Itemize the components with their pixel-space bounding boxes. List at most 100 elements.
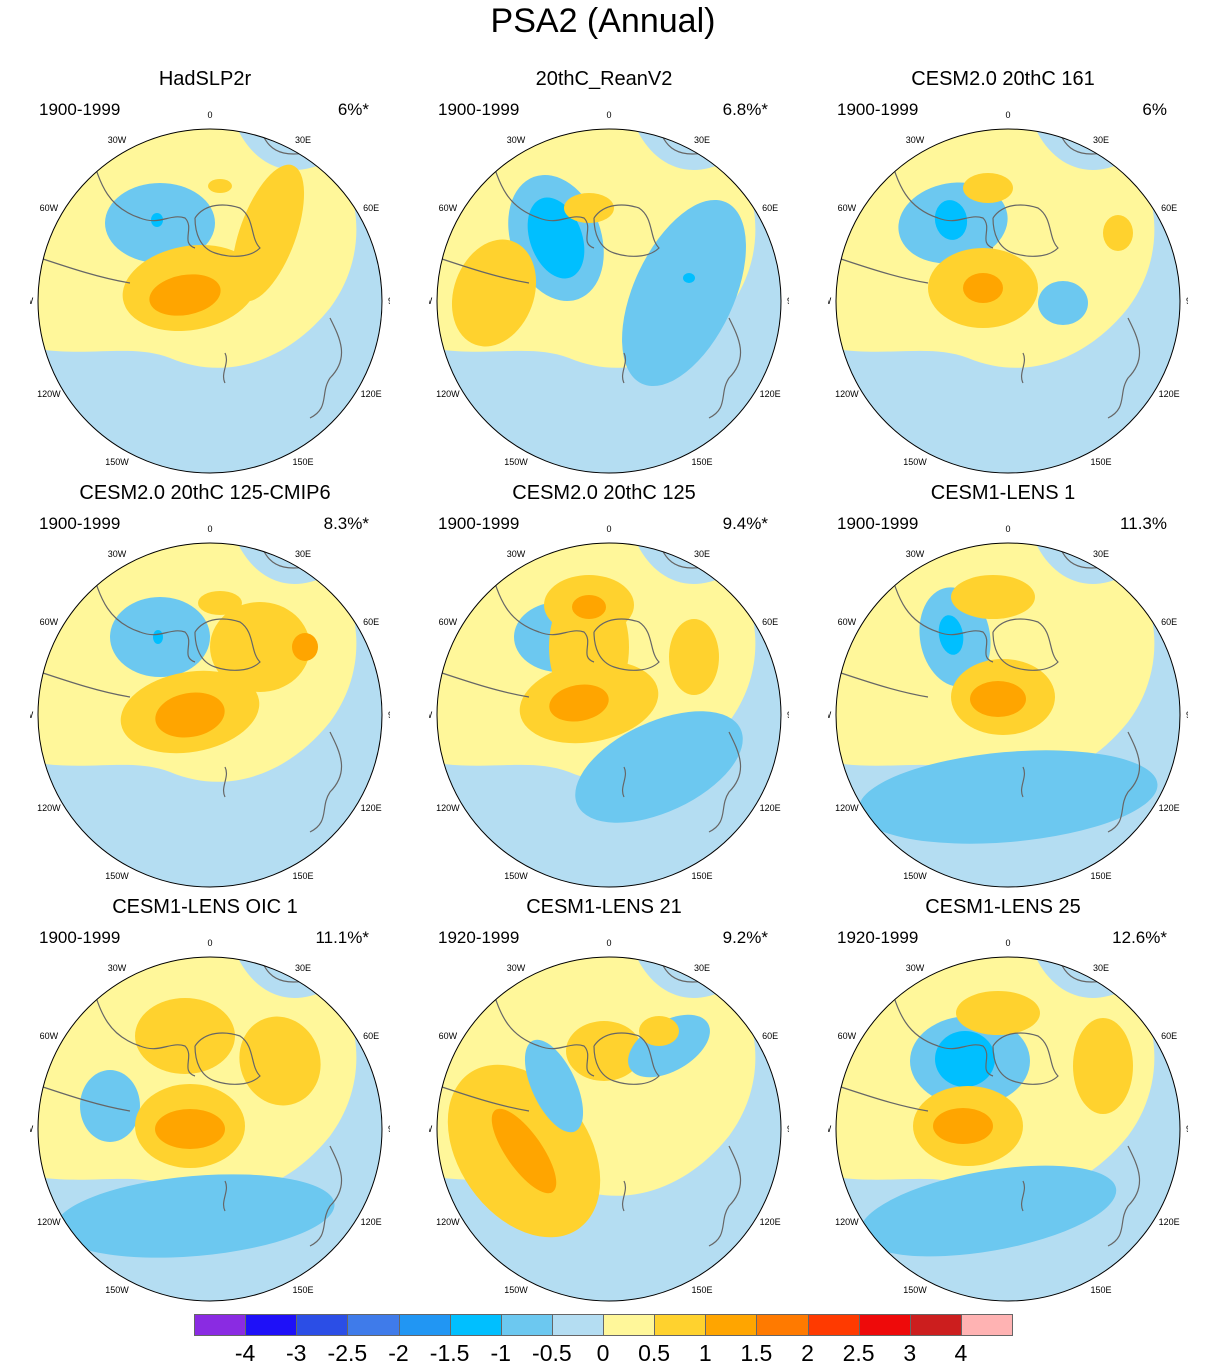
colorbar-swatch [858, 1314, 911, 1336]
longitude-label: 60W [838, 617, 857, 627]
longitude-label: 30W [108, 963, 127, 973]
colorbar-label: 3 [903, 1340, 917, 1366]
panel-period: 1900-1999 [438, 514, 520, 533]
colorbar-label: 2.5 [842, 1340, 875, 1366]
colorbar-label: 1.5 [740, 1340, 773, 1366]
map-border [436, 128, 782, 474]
longitude-label: 90E [787, 710, 789, 720]
colorbar-swatch [551, 1314, 604, 1336]
panel-period: 1900-1999 [39, 100, 121, 119]
longitude-label: 30W [906, 549, 925, 559]
colorbar-label: -2.5 [327, 1340, 368, 1366]
anomaly-contour [933, 1108, 993, 1144]
anomaly-contour [208, 179, 232, 193]
anomaly-contour [622, 199, 746, 387]
panel-variance-percent: 9.2%* [722, 928, 768, 947]
longitude-label: 30E [694, 135, 710, 145]
longitude-label: 120E [760, 803, 781, 813]
panel-period: 1900-1999 [837, 100, 919, 119]
anomaly-contour [210, 602, 310, 692]
longitude-label: 0 [207, 110, 212, 120]
anomaly-contour [963, 273, 1003, 303]
panel-variance-percent: 11.3% [1120, 514, 1167, 533]
colorbar-swatch [500, 1314, 553, 1336]
colorbar-swatch [245, 1314, 298, 1336]
longitude-label: 30E [295, 963, 311, 973]
colorbar-swatch [705, 1314, 758, 1336]
map-panel: CESM1-LENS 21 1920-1999 9.2%* 0 30E 60E 90E 120… [404, 896, 804, 1306]
longitude-label: 150E [1090, 871, 1111, 881]
longitude-label: 30E [1093, 135, 1109, 145]
longitude-label: 60W [439, 1031, 458, 1041]
panel-variance-percent: 9.4%* [722, 514, 768, 533]
longitude-label: 150W [903, 871, 927, 881]
longitude-label: 0 [606, 938, 611, 948]
coastline [837, 129, 1141, 419]
longitude-label: 120W [37, 1217, 61, 1227]
panel-title: CESM1-LENS 1 [930, 482, 1076, 504]
anomaly-region [437, 543, 781, 887]
longitude-label: 0 [1005, 110, 1010, 120]
longitude-label: 60E [762, 617, 778, 627]
longitude-label: 150W [504, 1285, 528, 1295]
longitude-label: 120W [835, 803, 859, 813]
polar-map: 030E60E90E120E150E180150W120W90W60W30W [828, 110, 1188, 474]
panel-period: 1900-1999 [438, 100, 520, 119]
anomaly-contour [135, 998, 235, 1074]
anomaly-contour [639, 1016, 679, 1046]
anomaly-contour [524, 1039, 584, 1133]
anomaly-contour [970, 681, 1026, 717]
panel-title: CESM2.0 20thC 161 [911, 68, 1095, 90]
longitude-label: 150W [504, 871, 528, 881]
map-panel: CESM1-LENS 1 1900-1999 11.3% 0 30E 60E 90E 120E… [803, 482, 1203, 892]
colorbar-swatch [347, 1314, 400, 1336]
anomaly-contour [1073, 1018, 1133, 1114]
colorbar-label: -0.5 [532, 1340, 572, 1366]
longitude-label: 90E [1186, 296, 1188, 306]
anomaly-contour [292, 633, 318, 661]
longitude-label: 30E [295, 549, 311, 559]
coastline [438, 129, 742, 419]
longitude-label: 120E [760, 389, 781, 399]
anomaly-region [836, 129, 1180, 473]
longitude-label: 90W [30, 296, 34, 306]
panel-title: CESM2.0 20thC 125-CMIP6 [79, 482, 331, 504]
anomaly-contour [1103, 215, 1133, 251]
colorbar-swatch [909, 1314, 962, 1336]
longitude-label: 120W [436, 803, 460, 813]
longitude-label: 150E [292, 457, 313, 467]
anomaly-contour [683, 273, 695, 283]
anomaly-contour [55, 1174, 335, 1258]
polar-map: 030E60E90E120E150E180150W120W90W60W30W [828, 524, 1188, 888]
longitude-label: 30W [507, 135, 526, 145]
longitude-label: 30W [507, 963, 526, 973]
colorbar-label: 0.5 [638, 1340, 671, 1366]
anomaly-contour [859, 1165, 1117, 1257]
anomaly-region [38, 543, 382, 887]
colorbar-swatch [807, 1314, 860, 1336]
longitude-label: 90E [787, 1124, 789, 1134]
longitude-label: 30E [1093, 549, 1109, 559]
longitude-label: 120E [361, 389, 382, 399]
longitude-label: 90W [429, 1124, 433, 1134]
anomaly-contour [155, 692, 225, 738]
longitude-label: 150W [903, 1285, 927, 1295]
polar-map: 030E60E90E120E150E180150W120W90W60W30W [30, 938, 390, 1302]
polar-map: 030E60E90E120E150E180150W120W90W60W30W [828, 938, 1188, 1302]
longitude-label: 120E [361, 803, 382, 813]
coastline [39, 543, 343, 833]
longitude-label: 120W [835, 1217, 859, 1227]
map-border [37, 542, 383, 888]
anomaly-contour [239, 1016, 321, 1106]
longitude-label: 60W [439, 617, 458, 627]
longitude-label: 150E [292, 871, 313, 881]
anomaly-contour [669, 619, 719, 695]
longitude-label: 90E [388, 296, 390, 306]
longitude-label: 150E [1090, 1285, 1111, 1295]
anomaly-contour [149, 274, 221, 316]
anomaly-contour [956, 991, 1040, 1035]
colorbar-label: -2 [388, 1340, 409, 1366]
panel-title: HadSLP2r [158, 68, 252, 90]
longitude-label: 90E [1186, 1124, 1188, 1134]
colorbar-swatch [449, 1314, 502, 1336]
